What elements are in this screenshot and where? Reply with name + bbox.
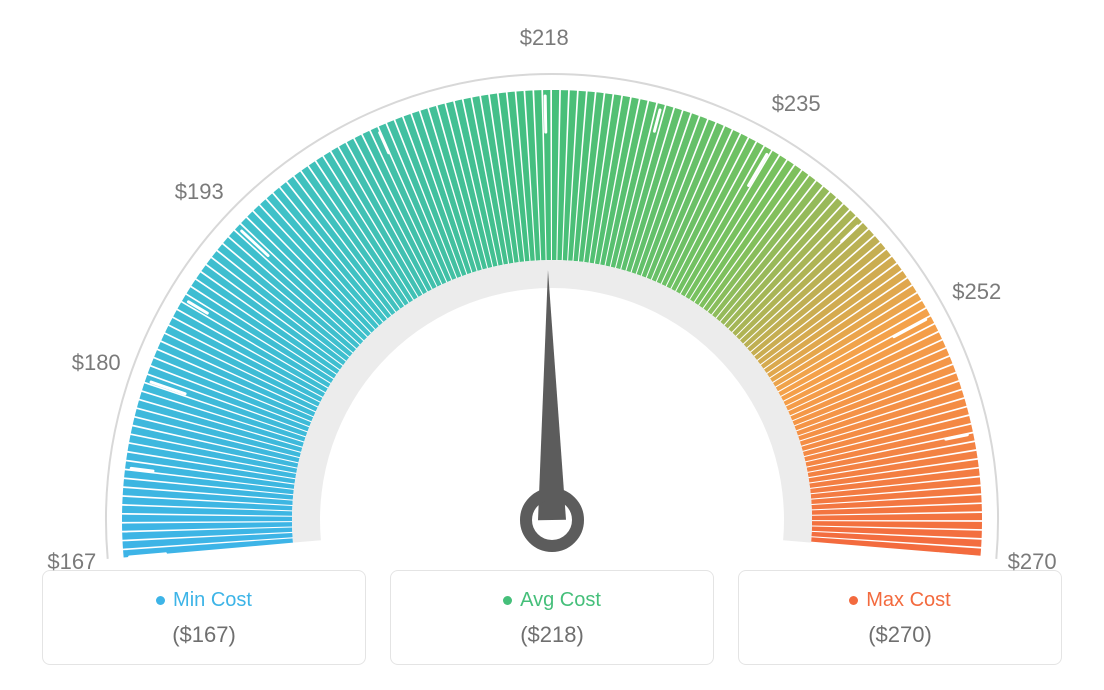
gauge-tick-label: $270 <box>1008 549 1057 575</box>
avg-cost-card: Avg Cost ($218) <box>390 570 714 665</box>
gauge-tick-label: $167 <box>47 549 96 575</box>
gauge-tick-label: $180 <box>72 350 121 376</box>
legend-row: Min Cost ($167) Avg Cost ($218) Max Cost… <box>42 570 1062 665</box>
min-cost-label: Min Cost <box>173 589 252 612</box>
max-cost-card: Max Cost ($270) <box>738 570 1062 665</box>
gauge-tick-label: $235 <box>772 91 821 117</box>
cost-gauge: $167$180$193$218$235$252$270 <box>0 0 1104 560</box>
gauge-tick-label: $218 <box>520 25 569 51</box>
dot-avg <box>503 596 512 605</box>
avg-cost-label: Avg Cost <box>520 589 601 612</box>
max-cost-value: ($270) <box>749 622 1051 648</box>
dot-max <box>849 596 858 605</box>
min-cost-value: ($167) <box>53 622 355 648</box>
gauge-tick-label: $193 <box>175 179 224 205</box>
dot-min <box>156 596 165 605</box>
min-cost-card: Min Cost ($167) <box>42 570 366 665</box>
max-cost-label: Max Cost <box>866 589 950 612</box>
avg-cost-value: ($218) <box>401 622 703 648</box>
gauge-tick-label: $252 <box>952 279 1001 305</box>
